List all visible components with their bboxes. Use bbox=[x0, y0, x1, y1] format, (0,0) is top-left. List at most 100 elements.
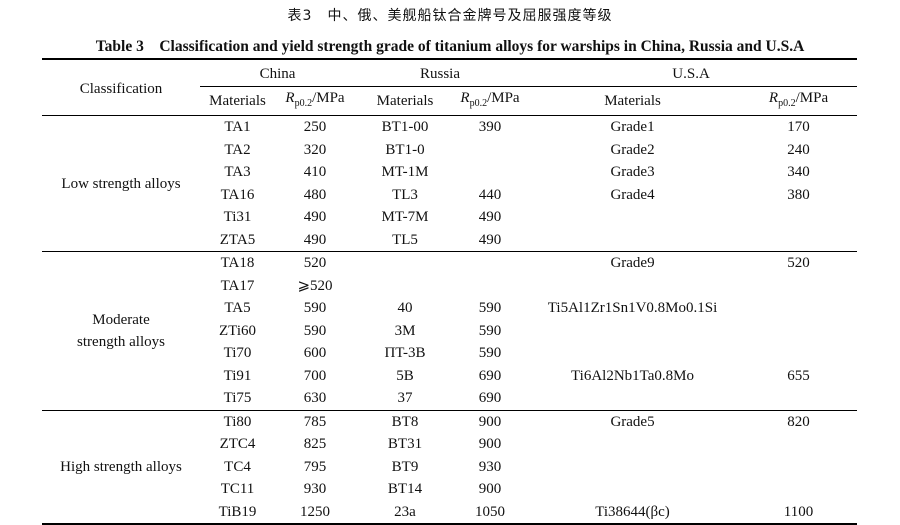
russia-rp-cell: 1050 bbox=[475, 503, 505, 520]
russia-material-cell: BT31 bbox=[387, 436, 423, 452]
russia-rp-cell bbox=[455, 161, 525, 184]
usa-rp-cell bbox=[740, 456, 857, 479]
russia-material-cell: BT9 bbox=[391, 458, 419, 475]
group-0: Low strength alloys TA1 250 BT1-00 390 Grade1… bbox=[42, 116, 858, 252]
header-china: China bbox=[200, 59, 355, 87]
table-row: TA5 590 40 590 Ti5Al1Zr1Sn1V0.8Mo0.1Si bbox=[42, 297, 857, 320]
group-2: High strength alloys Ti80 785 BT8 900 Grade5 8… bbox=[42, 410, 857, 524]
usa-material-cell: Grade9 bbox=[610, 255, 655, 271]
header-usa-materials: Materials bbox=[525, 86, 741, 116]
table-row: TA17 ⩾520 bbox=[42, 275, 857, 298]
header-russia-yield-strength: Rp0.2/MPa bbox=[455, 86, 526, 116]
china-rp-cell: 795 bbox=[303, 458, 327, 475]
usa-material-cell bbox=[525, 387, 740, 410]
china-rp-cell: 250 bbox=[303, 119, 327, 135]
table-row: ZTC4 825 BT31 900 bbox=[42, 433, 857, 456]
china-rp-cell: 490 bbox=[303, 231, 327, 248]
usa-rp-cell: 380 bbox=[787, 186, 810, 203]
china-material-cell: Ti91 bbox=[223, 367, 252, 384]
china-material-cell: TA3 bbox=[224, 164, 251, 180]
usa-material-cell: Ti5Al1Zr1Sn1V0.8Mo0.1Si bbox=[547, 300, 718, 316]
usa-rp-cell: 520 bbox=[787, 255, 810, 271]
table-row: TC11 930 BT14 900 bbox=[42, 478, 857, 501]
russia-rp-cell bbox=[455, 139, 525, 162]
china-material-cell: Ti75 bbox=[223, 390, 252, 406]
china-rp-cell: 600 bbox=[303, 345, 327, 361]
usa-rp-cell: 1100 bbox=[783, 503, 814, 520]
china-material-cell: TA2 bbox=[224, 141, 251, 158]
table-row: TC4 795 BT9 930 bbox=[42, 456, 857, 479]
usa-material-cell: Ti38644(βc) bbox=[595, 503, 670, 520]
usa-material-cell: Ti6Al2Nb1Ta0.8Mo bbox=[571, 367, 695, 384]
usa-rp-cell bbox=[740, 478, 857, 501]
china-material-cell: ZTi60 bbox=[219, 322, 256, 339]
group-1: Moderate strength alloys TA18 520 Grade9 520… bbox=[42, 252, 858, 410]
russia-rp-cell: 590 bbox=[478, 322, 502, 339]
china-material-cell: TA5 bbox=[224, 300, 251, 316]
china-rp-cell: 520 bbox=[303, 255, 327, 271]
russia-material-cell: ПT-3B bbox=[384, 345, 426, 361]
usa-rp-cell: 340 bbox=[787, 164, 810, 180]
china-rp-cell: 1250 bbox=[300, 503, 330, 520]
rp-unit: /MPa bbox=[487, 90, 520, 106]
china-rp-cell: 785 bbox=[303, 413, 327, 430]
russia-rp-cell bbox=[455, 252, 525, 275]
russia-rp-cell: 440 bbox=[478, 186, 502, 203]
rp-symbol: R bbox=[460, 90, 470, 106]
russia-rp-cell: 930 bbox=[478, 458, 502, 475]
china-rp-cell: 930 bbox=[303, 481, 327, 497]
china-material-cell: ZTA5 bbox=[219, 231, 256, 248]
russia-material-cell: 5B bbox=[396, 367, 414, 384]
usa-material-cell bbox=[525, 456, 740, 479]
header-russia-materials: Materials bbox=[355, 86, 455, 116]
russia-material-cell: 40 bbox=[397, 300, 413, 316]
usa-material-cell bbox=[525, 206, 740, 229]
header-russia: Russia bbox=[355, 59, 526, 87]
russia-rp-cell: 690 bbox=[478, 367, 502, 384]
russia-rp-cell: 900 bbox=[478, 413, 502, 430]
table-row: ZTi60 590 3M 590 bbox=[42, 320, 857, 343]
rp-symbol: R bbox=[768, 90, 779, 106]
russia-material-cell bbox=[355, 275, 455, 298]
usa-material-cell bbox=[525, 229, 740, 252]
titanium-alloy-table: Classification China Russia U.S.A Materi… bbox=[42, 58, 858, 525]
table-row: TA16 480 TL3 440 Grade4 380 bbox=[42, 184, 857, 207]
russia-material-cell bbox=[355, 252, 455, 275]
china-rp-cell: 410 bbox=[303, 164, 327, 180]
russia-material-cell: BT14 bbox=[387, 481, 423, 497]
china-material-cell: TC11 bbox=[220, 481, 255, 497]
russia-rp-cell: 900 bbox=[478, 481, 502, 497]
usa-rp-cell bbox=[740, 387, 857, 410]
classification-label: High strength alloys bbox=[60, 458, 182, 475]
russia-rp-cell: 690 bbox=[478, 390, 502, 406]
usa-rp-cell bbox=[740, 320, 857, 343]
china-material-cell: Ti31 bbox=[223, 209, 252, 225]
rp-subscript: p0.2 bbox=[294, 98, 313, 109]
usa-rp-cell: 170 bbox=[787, 119, 810, 135]
usa-rp-cell bbox=[740, 275, 857, 298]
china-material-cell: Ti70 bbox=[223, 345, 252, 361]
table-row: ZTA5 490 TL5 490 bbox=[42, 229, 857, 252]
rp-unit: /MPa bbox=[795, 90, 829, 106]
table-title-chinese: 表3 中、俄、美舰船钛合金牌号及屈服强度等级 bbox=[287, 8, 613, 24]
russia-material-cell: BT1-00 bbox=[381, 119, 429, 135]
china-material-cell: TiB19 bbox=[218, 503, 257, 520]
table-title-english: Table 3 Classification and yield strengt… bbox=[95, 38, 805, 55]
usa-material-cell bbox=[525, 342, 740, 365]
table-row: Low strength alloys TA1 250 BT1-00 390 Grade1… bbox=[42, 116, 857, 192]
table-row: TA2 320 BT1-0 Grade2 240 bbox=[42, 139, 857, 162]
usa-rp-cell bbox=[740, 297, 857, 320]
russia-material-cell: 23a bbox=[394, 503, 416, 520]
usa-rp-cell: 240 bbox=[787, 141, 810, 158]
china-rp-cell: ⩾520 bbox=[297, 277, 333, 294]
china-rp-cell: 480 bbox=[303, 186, 327, 203]
usa-material-cell: Grade4 bbox=[610, 186, 655, 203]
china-material-cell: TA17 bbox=[220, 277, 255, 294]
usa-material-cell: Grade1 bbox=[610, 119, 655, 135]
classification-label: Moderate strength alloys bbox=[77, 311, 165, 350]
russia-rp-cell: 900 bbox=[478, 436, 502, 452]
table-row: High strength alloys Ti80 785 BT8 900 Grade5 8… bbox=[42, 410, 857, 475]
table-row: TA3 410 MT-1M Grade3 340 bbox=[42, 161, 857, 184]
russia-material-cell: 37 bbox=[397, 390, 413, 406]
china-material-cell: TA18 bbox=[220, 255, 255, 271]
